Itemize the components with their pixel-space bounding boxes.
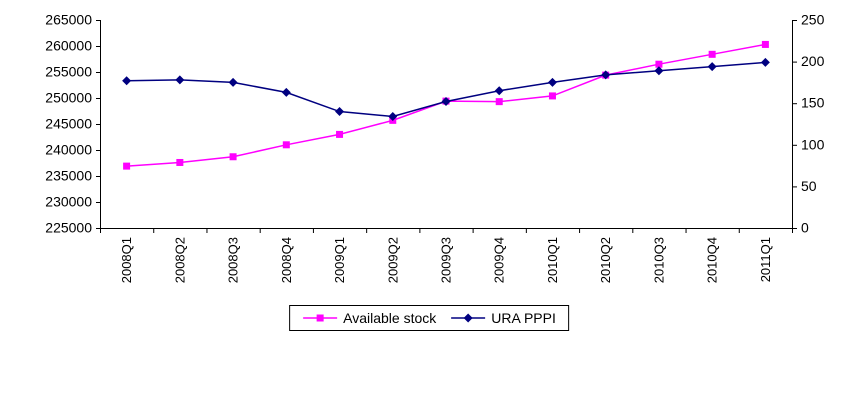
y-axis-right-tick-label: 200 bbox=[801, 53, 825, 69]
x-axis-label: 2009Q3 bbox=[439, 237, 454, 283]
data-point-diamond bbox=[654, 66, 664, 76]
data-point-diamond bbox=[494, 86, 504, 96]
y-axis-left-tick-label: 225000 bbox=[45, 220, 92, 236]
legend-swatch-diamond-icon bbox=[451, 313, 486, 323]
legend-label-ura-pppi: URA PPPI bbox=[491, 310, 556, 326]
data-point-square bbox=[336, 130, 344, 138]
data-point-square bbox=[123, 162, 131, 170]
x-axis-label: 2010Q2 bbox=[598, 237, 613, 283]
data-point-diamond bbox=[281, 87, 291, 97]
y-axis-left-tick-label: 260000 bbox=[45, 38, 92, 54]
data-point-diamond bbox=[547, 77, 557, 87]
y-axis-left-tick-label: 245000 bbox=[45, 116, 92, 132]
legend-item-ura-pppi: URA PPPI bbox=[450, 310, 556, 326]
legend-item-available-stock: Available stock bbox=[302, 310, 436, 326]
x-axis-label: 2011Q1 bbox=[758, 237, 773, 282]
data-point-square bbox=[176, 158, 184, 166]
y-axis-left-tick-label: 235000 bbox=[45, 168, 92, 184]
x-axis-label: 2009Q2 bbox=[385, 237, 400, 283]
x-axis-label: 2009Q1 bbox=[332, 237, 347, 283]
legend-swatch-square-icon bbox=[303, 314, 338, 322]
x-axis-label: 2008Q1 bbox=[119, 237, 134, 283]
data-point-square bbox=[282, 141, 290, 149]
y-axis-right-tick-label: 100 bbox=[801, 136, 825, 152]
y-axis-right-tick-label: 150 bbox=[801, 95, 825, 111]
x-axis-label: 2010Q4 bbox=[705, 237, 720, 283]
data-point-diamond bbox=[760, 57, 770, 67]
chart-legend: Available stock URA PPPI bbox=[289, 305, 569, 331]
y-axis-left-tick-label: 250000 bbox=[45, 90, 92, 106]
data-point-diamond bbox=[441, 97, 451, 107]
data-point-diamond bbox=[388, 112, 398, 122]
data-point-square bbox=[655, 60, 663, 68]
axis-labels: 225000 230000 235000 240000 245000 250000 2550… bbox=[45, 12, 824, 284]
x-axis-label: 2008Q3 bbox=[226, 237, 241, 283]
y-axis-left-tick-label: 230000 bbox=[45, 194, 92, 210]
x-axis-label: 2010Q1 bbox=[545, 237, 560, 283]
data-point-diamond bbox=[601, 70, 611, 80]
y-axis-left-tick-label: 255000 bbox=[45, 64, 92, 80]
y-axis-right-tick-label: 250 bbox=[801, 12, 825, 28]
y-axis-left-tick-label: 240000 bbox=[45, 142, 92, 158]
legend-label-available-stock: Available stock bbox=[343, 310, 437, 326]
data-point-diamond bbox=[335, 107, 345, 117]
x-axis-label: 2009Q4 bbox=[492, 237, 507, 283]
data-point-square bbox=[229, 153, 237, 161]
data-point-diamond bbox=[228, 77, 238, 87]
data-point-diamond bbox=[175, 75, 185, 85]
data-point-square bbox=[708, 50, 716, 58]
axes bbox=[96, 20, 797, 233]
data-point-square bbox=[548, 92, 556, 100]
x-axis-label: 2010Q3 bbox=[651, 237, 666, 283]
series-ura-pppi bbox=[122, 57, 770, 122]
data-point-diamond bbox=[122, 76, 132, 86]
data-point-square bbox=[495, 98, 503, 106]
data-point-diamond bbox=[707, 62, 717, 72]
data-point-square bbox=[761, 40, 769, 48]
x-axis-label: 2008Q2 bbox=[172, 237, 187, 283]
y-axis-right-tick-label: 0 bbox=[801, 220, 809, 236]
y-axis-left-tick-label: 265000 bbox=[45, 12, 92, 28]
y-axis-right-tick-label: 50 bbox=[801, 178, 817, 194]
x-axis-label: 2008Q4 bbox=[279, 237, 294, 283]
